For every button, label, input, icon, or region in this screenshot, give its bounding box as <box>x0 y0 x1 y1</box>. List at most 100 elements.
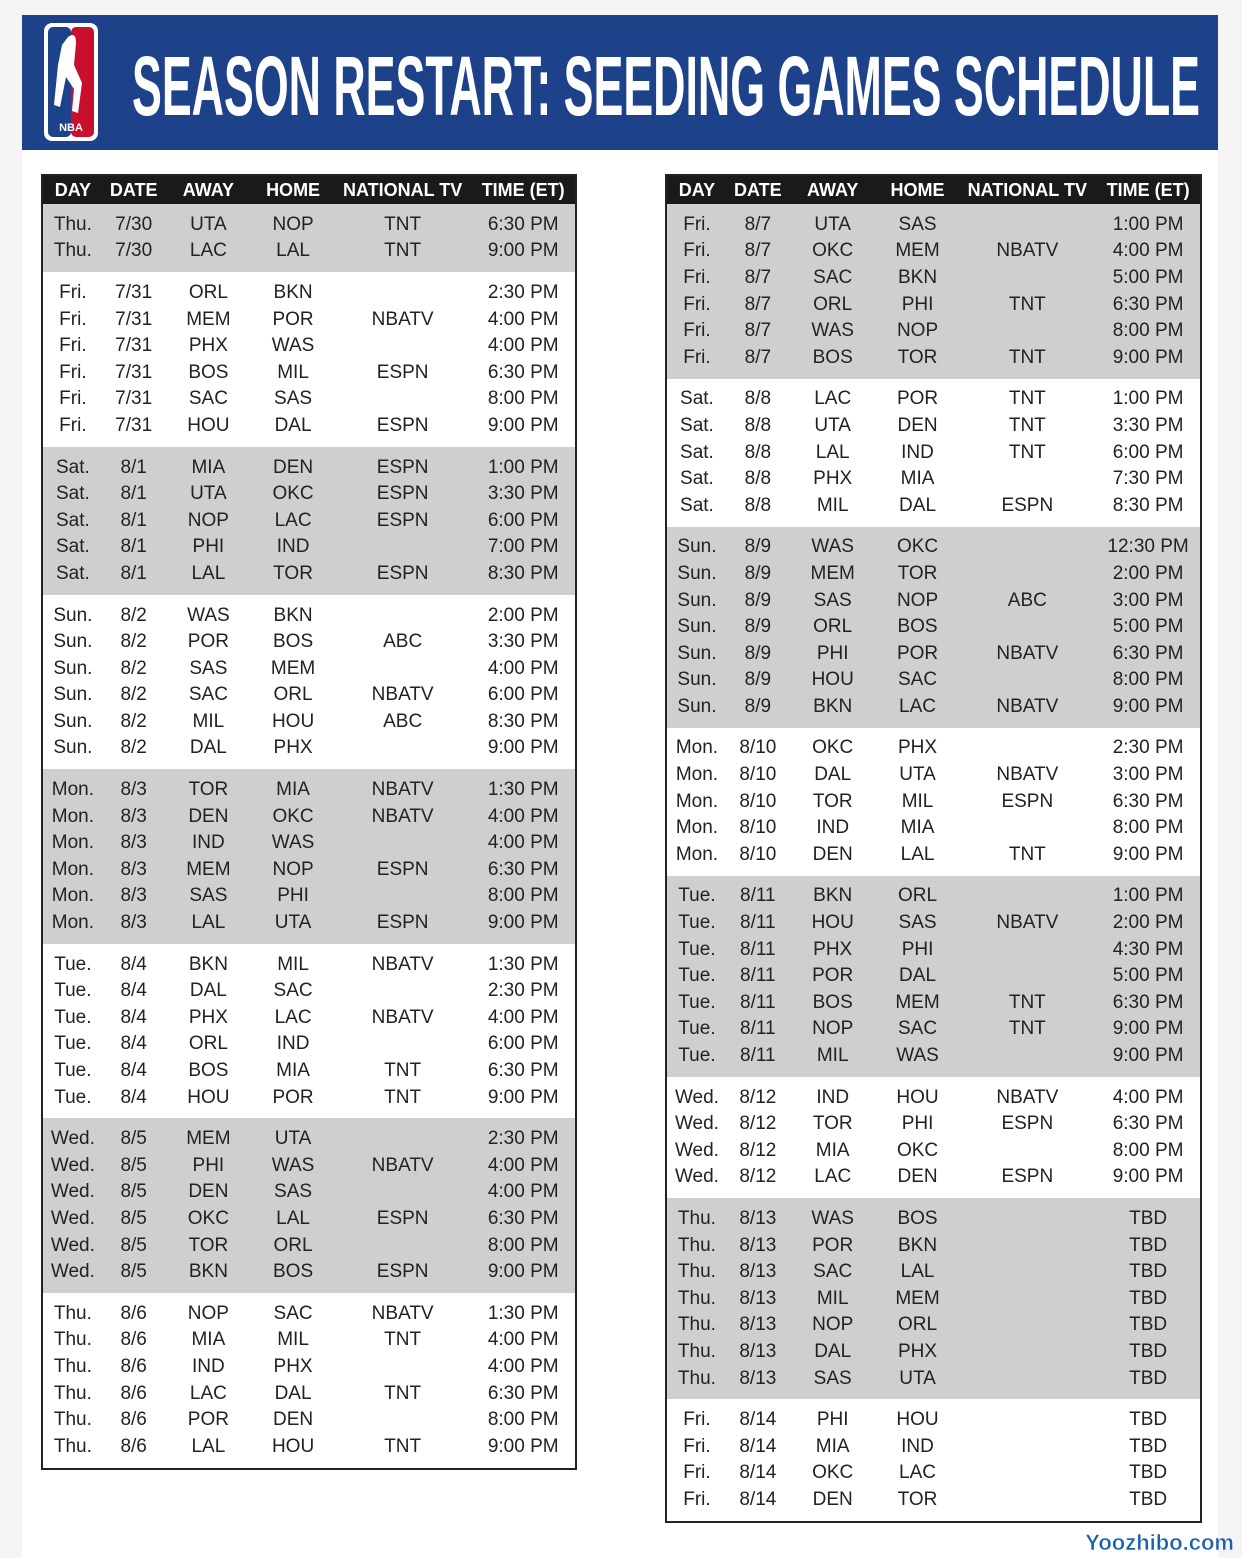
cell: 8/2 <box>120 657 147 679</box>
game-row: Mon. 8/3 SAS PHI 8:00 PM <box>43 883 575 910</box>
cell: Mon. <box>675 764 719 786</box>
cell: 1:30 PM <box>487 779 559 801</box>
cell: TOR <box>273 562 313 584</box>
game-row: Fri. 7/31 BOS MIL ESPN 6:30 PM <box>43 359 575 386</box>
day-group: Mon. 8/3 TOR MIA NBATV 1:30 PM Mon. 8/3 DEN OKC NB… <box>43 769 575 944</box>
cell: 9:00 PM <box>487 912 559 934</box>
cell: Tue. <box>678 965 716 987</box>
cell: 8/13 <box>739 1287 777 1309</box>
cell: Sun. <box>53 657 93 679</box>
game-row: Thu. 8/6 LAL HOU TNT 9:00 PM <box>43 1433 575 1460</box>
cell: 8/9 <box>744 536 772 558</box>
game-row: Sun. 8/2 WAS BKN 2:00 PM <box>43 602 575 629</box>
cell: 5:00 PM <box>1112 616 1184 638</box>
cell: IND <box>901 441 934 463</box>
game-row: Thu. 8/6 POR DEN 8:00 PM <box>43 1407 575 1434</box>
cell: 8/4 <box>120 1006 147 1028</box>
cell: 8/1 <box>120 483 147 505</box>
cell: TNT <box>1008 346 1046 368</box>
cell: UTA <box>274 1128 312 1150</box>
cell: 7/31 <box>115 335 153 357</box>
cell: LAL <box>900 843 935 865</box>
cell: ESPN <box>376 509 429 531</box>
cell: 2:30 PM <box>487 281 559 303</box>
game-row: Sat. 8/1 NOP LAC ESPN 6:00 PM <box>43 507 575 534</box>
cell: 4:00 PM <box>487 1181 559 1203</box>
cell: POR <box>812 1234 854 1256</box>
cell: Sun. <box>677 562 717 584</box>
cell: Thu. <box>53 213 92 235</box>
cell: DEN <box>188 805 229 827</box>
cell: Sat. <box>680 494 714 516</box>
cell: TBD <box>1129 1462 1168 1484</box>
cell: BOS <box>812 346 853 368</box>
cell: 8/13 <box>739 1340 777 1362</box>
cell: Mon. <box>51 885 95 907</box>
cell: LAC <box>814 388 852 410</box>
cell: Sat. <box>55 483 90 505</box>
game-row: Sat. 8/1 LAL TOR ESPN 8:30 PM <box>43 561 575 588</box>
cell: LAC <box>899 695 937 717</box>
cell: WAS <box>811 320 854 342</box>
cell: DAL <box>274 1382 312 1404</box>
cell: DEN <box>897 414 938 436</box>
cell: NOP <box>272 213 314 235</box>
game-row: Mon. 8/3 MEM NOP ESPN 6:30 PM <box>43 857 575 884</box>
cell: 8/5 <box>120 1154 147 1176</box>
cell: NBATV <box>996 764 1059 786</box>
cell: ORL <box>813 616 853 638</box>
cell: 6:00 PM <box>487 684 559 706</box>
day-group: Fri. 8/14 PHI HOU TBD Fri. 8/14 MIA IND TBD Fri. 8/… <box>667 1399 1200 1520</box>
game-row: Tue. 8/4 DAL SAC 2:30 PM <box>43 978 575 1005</box>
cell: 4:00 PM <box>487 657 559 679</box>
column-header: AWAY <box>807 179 859 200</box>
cell: BKN <box>813 695 853 717</box>
cell: 8/13 <box>739 1261 777 1283</box>
cell: 8:30 PM <box>487 562 559 584</box>
cell: 8/9 <box>744 562 772 584</box>
cell: Sun. <box>677 589 717 611</box>
cell: Thu. <box>677 1314 716 1336</box>
day-group: Sun. 8/9 WAS OKC 12:30 PM Sun. 8/9 MEM TOR 2:00 P… <box>667 526 1200 728</box>
cell: 8/10 <box>739 737 777 759</box>
cell: 4:00 PM <box>487 308 559 330</box>
cell: SAS <box>813 1367 852 1389</box>
cell: 8/11 <box>740 991 776 1013</box>
game-row: Wed. 8/12 IND HOU NBATV 4:00 PM <box>667 1084 1200 1111</box>
game-row: Mon. 8/3 IND WAS 4:00 PM <box>43 830 575 857</box>
cell: Sun. <box>53 604 93 626</box>
cell: 8/13 <box>739 1367 777 1389</box>
cell: ESPN <box>376 483 429 505</box>
cell: BKN <box>897 1234 938 1256</box>
cell: Thu. <box>53 1382 92 1404</box>
cell: NOP <box>896 589 939 611</box>
header-band: NBA SEASON RESTART: SEEDING GAMES SCHEDU… <box>22 15 1218 150</box>
cell: DAL <box>899 494 937 516</box>
cell: 2:00 PM <box>1112 562 1184 584</box>
cell: 8/9 <box>744 642 772 664</box>
cell: LAL <box>815 441 850 463</box>
cell: Tue. <box>678 991 716 1013</box>
cell: MIL <box>277 361 309 383</box>
column-header: DAY <box>54 179 92 200</box>
game-row: Thu. 8/13 SAC LAL TBD <box>667 1259 1200 1286</box>
cell: POR <box>896 388 939 410</box>
cell: NBATV <box>371 1006 434 1028</box>
cell: Sun. <box>677 616 717 638</box>
cell: ESPN <box>376 562 429 584</box>
cell: Mon. <box>675 790 719 812</box>
game-row: Mon. 8/3 DEN OKC NBATV 4:00 PM <box>43 803 575 830</box>
cell: SAS <box>898 213 937 235</box>
header-graphics: NBA SEASON RESTART: SEEDING GAMES SCHEDU… <box>44 23 1200 141</box>
cell: 8/12 <box>739 1086 777 1108</box>
cell: 8/6 <box>120 1409 147 1431</box>
cell: 8/1 <box>120 536 147 558</box>
cell: ESPN <box>376 456 429 478</box>
cell: 8/2 <box>120 631 147 653</box>
cell: SAC <box>273 980 313 1002</box>
cell: LAL <box>276 240 310 262</box>
cell: 7/30 <box>115 240 153 262</box>
cell: Wed. <box>674 1166 719 1188</box>
cell: LAC <box>274 1006 312 1028</box>
cell: HOU <box>811 912 854 934</box>
